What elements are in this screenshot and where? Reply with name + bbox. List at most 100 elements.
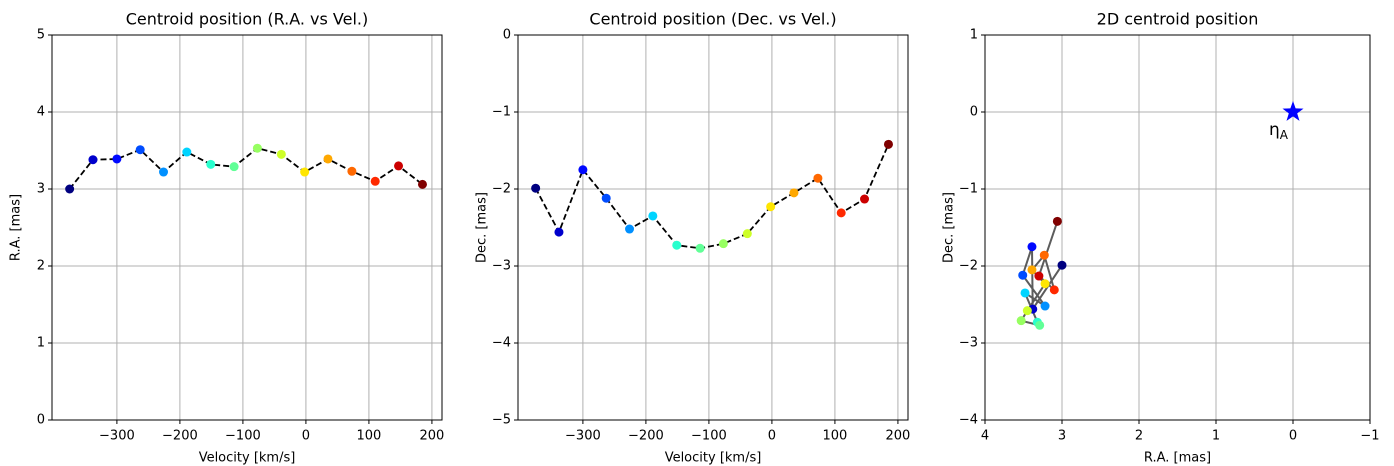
x-tick-label: −300 bbox=[99, 429, 135, 444]
data-point bbox=[625, 224, 635, 234]
data-point bbox=[695, 243, 705, 253]
star-label-main: η bbox=[1269, 120, 1280, 140]
data-point bbox=[1034, 271, 1044, 281]
data-point bbox=[1027, 242, 1037, 252]
y-tick-label: −1 bbox=[959, 182, 978, 197]
data-point bbox=[206, 159, 216, 169]
data-point bbox=[182, 147, 192, 157]
chart-title: 2D centroid position bbox=[1097, 10, 1259, 29]
x-tick-label: −100 bbox=[691, 429, 727, 444]
y-tick-label: 2 bbox=[37, 259, 45, 274]
y-tick-label: −2 bbox=[959, 259, 978, 274]
data-point bbox=[135, 145, 145, 155]
data-line bbox=[534, 143, 890, 250]
x-tick-label: −100 bbox=[225, 429, 261, 444]
data-point bbox=[323, 154, 333, 164]
axes-frame bbox=[51, 34, 443, 421]
data-point bbox=[836, 208, 846, 218]
data-point bbox=[813, 173, 823, 183]
y-tick-label: 4 bbox=[37, 105, 45, 120]
data-point bbox=[370, 176, 380, 186]
data-line bbox=[68, 147, 424, 190]
data-point bbox=[1027, 265, 1037, 275]
data-line bbox=[1019, 220, 1063, 327]
data-point bbox=[1018, 270, 1028, 280]
y-axis-label: Dec. [mas] bbox=[942, 192, 957, 263]
y-tick-label: −4 bbox=[959, 413, 978, 428]
x-tick-label: 0 bbox=[302, 429, 310, 444]
y-tick-label: 1 bbox=[37, 336, 45, 351]
data-point bbox=[672, 240, 682, 250]
data-point bbox=[1016, 316, 1026, 326]
data-point bbox=[417, 179, 427, 189]
y-tick-label: 1 bbox=[970, 28, 978, 43]
data-point bbox=[883, 139, 893, 149]
y-tick-label: −4 bbox=[492, 336, 511, 351]
y-tick-label: 0 bbox=[503, 28, 511, 43]
y-tick-label: −5 bbox=[492, 413, 511, 428]
data-point bbox=[229, 162, 239, 172]
x-tick-label: 2 bbox=[1135, 429, 1143, 444]
data-point bbox=[112, 154, 122, 164]
chart-title: Centroid position (Dec. vs Vel.) bbox=[589, 10, 836, 29]
data-point bbox=[1049, 285, 1059, 295]
data-point bbox=[601, 193, 611, 203]
subplot: −300 −200 −100 0 100 200 −5 −4 −3 −2 −1 0 Centroid p… bbox=[475, 10, 911, 466]
subplot: −300 −200 −100 0 100 200 0 1 2 3 4 5 Centroid positi… bbox=[9, 10, 445, 466]
y-tick-label: 0 bbox=[37, 413, 45, 428]
data-point bbox=[1040, 301, 1050, 311]
data-point bbox=[554, 227, 564, 237]
x-tick-label: −200 bbox=[162, 429, 198, 444]
star-marker bbox=[1282, 101, 1304, 121]
data-point bbox=[347, 166, 357, 176]
data-point bbox=[65, 184, 75, 194]
data-point bbox=[789, 188, 799, 198]
chart-title: Centroid position (R.A. vs Vel.) bbox=[126, 10, 369, 29]
data-point bbox=[1052, 216, 1062, 226]
x-axis-label: R.A. [mas] bbox=[1144, 451, 1211, 466]
y-axis-label: R.A. [mas] bbox=[9, 194, 24, 261]
data-point bbox=[1035, 320, 1045, 330]
x-tick-label: 0 bbox=[768, 429, 776, 444]
axes-frame bbox=[517, 34, 909, 421]
y-tick-label: 5 bbox=[37, 28, 45, 43]
x-tick-label: 200 bbox=[420, 429, 445, 444]
star-label: ηA bbox=[1269, 120, 1289, 142]
data-point bbox=[648, 211, 658, 221]
data-point bbox=[252, 143, 262, 153]
y-tick-label: −3 bbox=[959, 336, 978, 351]
y-tick-label: 3 bbox=[37, 182, 45, 197]
data-point bbox=[531, 183, 541, 193]
data-point bbox=[766, 202, 776, 212]
x-tick-label: 100 bbox=[357, 429, 382, 444]
x-tick-label: −300 bbox=[565, 429, 601, 444]
data-point bbox=[159, 167, 169, 177]
data-point bbox=[1057, 260, 1067, 270]
x-tick-label: 0 bbox=[1289, 429, 1297, 444]
data-point bbox=[276, 149, 286, 159]
y-tick-label: −1 bbox=[492, 105, 511, 120]
axes-frame bbox=[984, 34, 1371, 421]
data-point bbox=[1022, 306, 1032, 316]
data-point bbox=[578, 165, 588, 175]
x-axis-label: Velocity [km/s] bbox=[665, 451, 762, 466]
star-label-sub: A bbox=[1280, 128, 1289, 142]
data-point bbox=[300, 167, 310, 177]
data-point bbox=[1039, 250, 1049, 260]
data-point bbox=[394, 161, 404, 171]
data-point bbox=[1040, 279, 1050, 289]
y-tick-label: −2 bbox=[492, 182, 511, 197]
x-tick-label: −1 bbox=[1360, 429, 1379, 444]
data-point bbox=[1020, 288, 1030, 298]
data-point bbox=[860, 194, 870, 204]
x-tick-label: 200 bbox=[886, 429, 911, 444]
data-point bbox=[718, 239, 728, 249]
y-tick-label: −3 bbox=[492, 259, 511, 274]
data-point bbox=[742, 229, 752, 239]
x-tick-label: 3 bbox=[1058, 429, 1066, 444]
y-axis-label: Dec. [mas] bbox=[475, 192, 490, 263]
subplot: 4 3 2 1 0 −1 −4 −3 −2 −1 0 1 2D centroid position R.A… bbox=[942, 10, 1380, 466]
x-tick-label: −200 bbox=[628, 429, 664, 444]
x-tick-label: 100 bbox=[823, 429, 848, 444]
